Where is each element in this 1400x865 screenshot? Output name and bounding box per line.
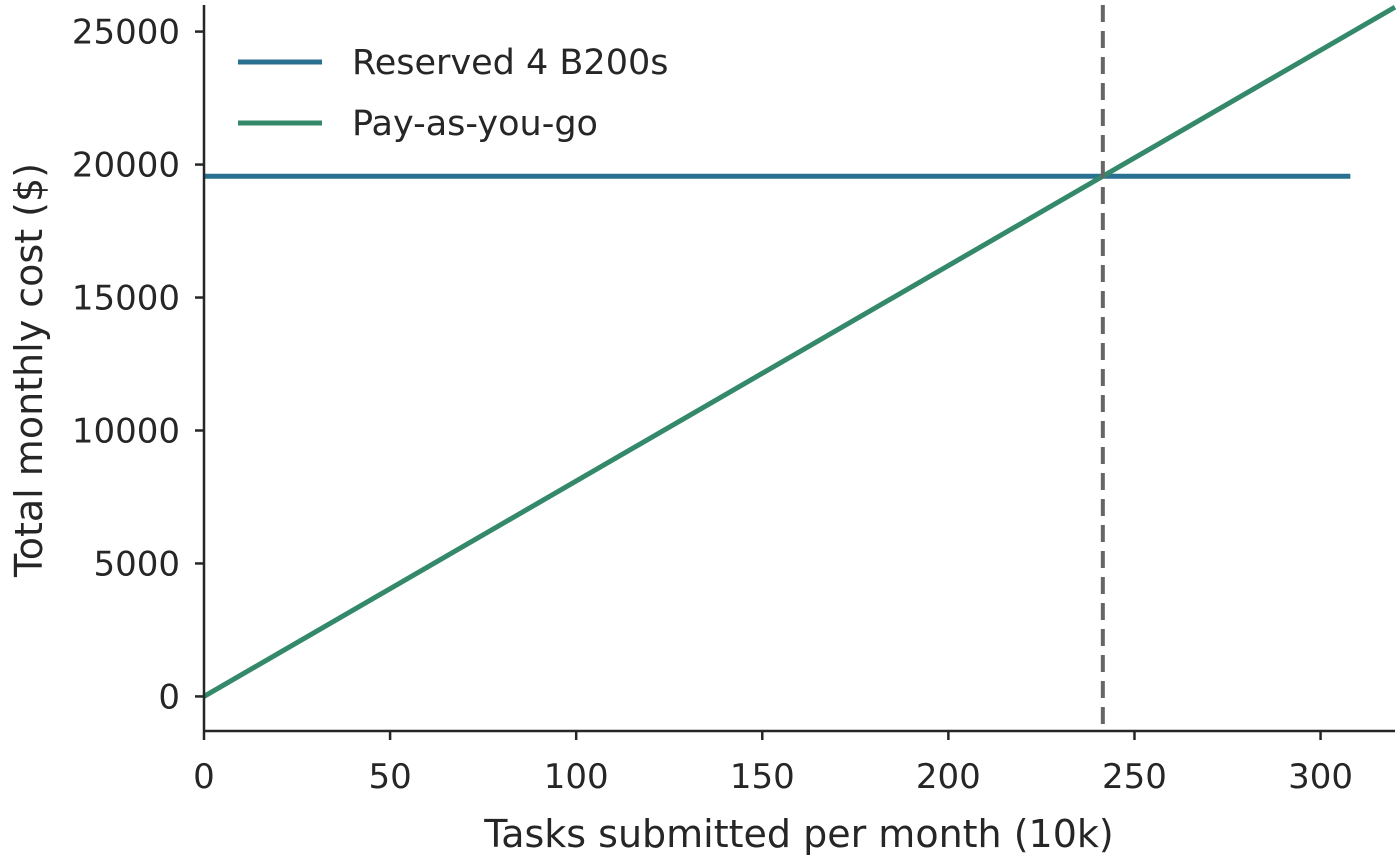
series-layer	[202, 4, 1397, 699]
legend: Reserved 4 B200s Pay-as-you-go	[238, 43, 668, 144]
y-tick-label: 0	[158, 677, 180, 717]
y-tick-label: 25000	[72, 13, 180, 53]
y-tick-label: 5000	[93, 544, 180, 584]
y-tick-label: 10000	[72, 411, 180, 451]
y-ticks: 0 5000 10000 15000 20000 25000	[72, 13, 204, 717]
y-tick-label: 20000	[72, 146, 180, 186]
x-tick-label: 300	[1288, 757, 1353, 797]
x-axis-title: Tasks submitted per month (10k)	[483, 812, 1113, 856]
x-tick-label: 200	[916, 757, 981, 797]
x-ticks: 0 50 100 150 200 250 300	[193, 731, 1353, 797]
y-tick-label: 15000	[72, 279, 180, 319]
legend-label: Reserved 4 B200s	[352, 43, 668, 83]
axes	[202, 5, 1395, 733]
x-tick-label: 50	[368, 757, 411, 797]
series-line-pay-as-you-go	[202, 4, 1397, 699]
legend-label: Pay-as-you-go	[352, 104, 598, 144]
y-axis-title: Total monthly cost ($)	[7, 163, 51, 578]
x-tick-label: 0	[193, 757, 215, 797]
x-tick-label: 100	[544, 757, 609, 797]
x-tick-label: 150	[730, 757, 795, 797]
x-tick-label: 250	[1102, 757, 1167, 797]
